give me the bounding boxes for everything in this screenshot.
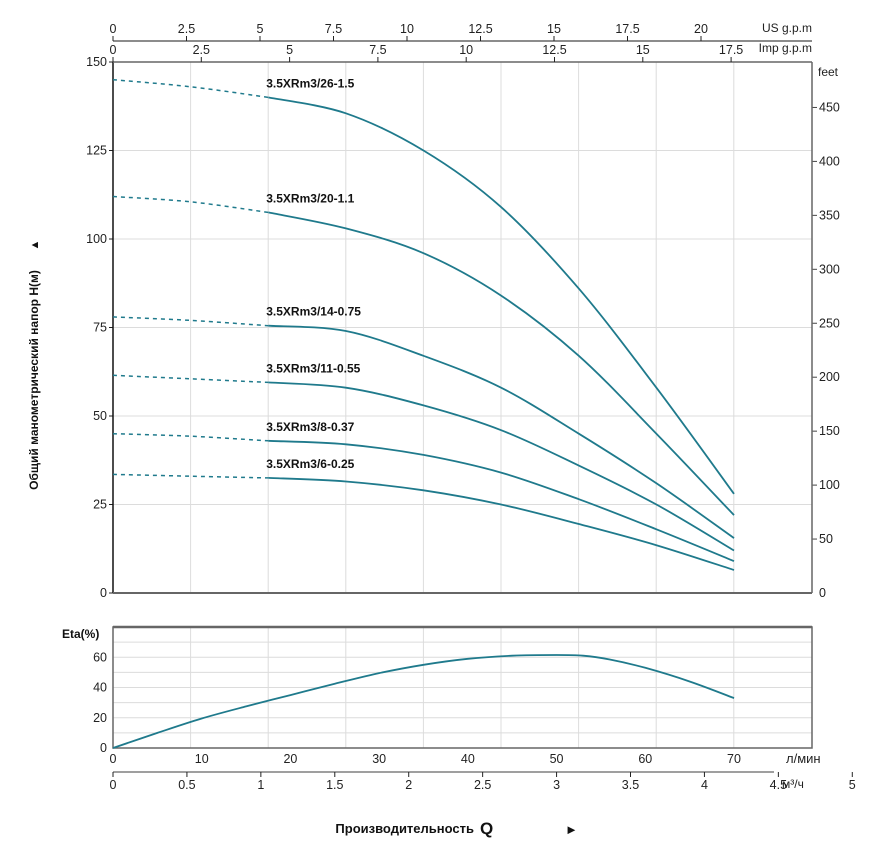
lmin-unit-label: л/мин — [786, 751, 821, 766]
m3h-tick-label: 4.5 — [770, 778, 787, 792]
feet-tick-label: 50 — [819, 532, 833, 546]
curve-dashed-segment — [112, 316, 269, 327]
curve-dashed-segment — [112, 195, 269, 214]
feet-label: feet — [818, 65, 839, 79]
curve-label: 3.5XRm3/11-0.55 — [266, 361, 360, 375]
lmin-tick-label: 50 — [550, 752, 564, 766]
lmin-tick-label: 60 — [638, 752, 652, 766]
us-gpm-tick-label: 7.5 — [325, 22, 342, 36]
feet-tick-label: 350 — [819, 208, 840, 222]
x-axis-q: Q — [480, 819, 493, 838]
m3h-tick-label: 2.5 — [474, 778, 491, 792]
feet-tick-label: 150 — [819, 424, 840, 438]
y-tick-label: 100 — [86, 232, 107, 246]
m3h-tick-label: 4 — [701, 778, 708, 792]
y-tick-label: 50 — [93, 409, 107, 423]
imp-gpm-tick-label: 17.5 — [719, 43, 743, 57]
us-gpm-tick-label: 15 — [547, 22, 561, 36]
curve-3-5xrm3-20-1-1 — [268, 211, 735, 516]
curve-dashed-segment — [112, 374, 269, 384]
curve-3-5xrm3-11-0-55 — [268, 381, 735, 552]
y-axis-arrow-icon: ▲ — [29, 240, 41, 251]
us-gpm-tick-label: 5 — [257, 22, 264, 36]
m3h-tick-label: 1.5 — [326, 778, 343, 792]
axis-labels: US g.p.m Imp g.p.m feet Eta(%) л/мин м³/… — [27, 21, 839, 838]
us-gpm-tick-label: 17.5 — [615, 22, 639, 36]
eta-tick-label: 40 — [93, 681, 107, 695]
m3h-tick-label: 0.5 — [178, 778, 195, 792]
lmin-tick-label: 30 — [372, 752, 386, 766]
curve-dashed-segment — [112, 473, 269, 479]
efficiency-chart: 0 20 40 60 0 10 20 30 40 50 60 70 0 0.5 1 1.5 2 2.5 3 3.5 4 4… — [93, 625, 856, 792]
us-gpm-tick-label: 0 — [110, 22, 117, 36]
us-gpm-label: US g.p.m — [762, 21, 812, 35]
y-tick-label: 75 — [93, 321, 107, 335]
lmin-tick-label: 0 — [110, 752, 117, 766]
y-tick-label: 150 — [86, 55, 107, 69]
m3h-tick-label: 1 — [257, 778, 264, 792]
m3h-tick-label: 5 — [849, 778, 856, 792]
m3h-unit-label: м³/ч — [782, 777, 804, 791]
curve-dashed-segment — [112, 78, 269, 99]
curve-label: 3.5XRm3/8-0.37 — [266, 420, 354, 434]
m3h-tick-label: 3 — [553, 778, 560, 792]
imp-gpm-tick-label: 10 — [459, 43, 473, 57]
m3h-tick-label: 3.5 — [622, 778, 639, 792]
imp-gpm-tick-label: 0 — [110, 43, 117, 57]
m3h-tick-label: 0 — [110, 778, 117, 792]
x-axis-arrow-icon: ► — [565, 822, 578, 837]
eta-tick-label: 0 — [100, 741, 107, 755]
curve-3-5xrm3-26-1-5 — [268, 96, 735, 495]
eta-tick-label: 20 — [93, 711, 107, 725]
feet-tick-label: 0 — [819, 586, 826, 600]
y-tick-label: 125 — [86, 144, 107, 158]
imp-gpm-tick-label: 2.5 — [193, 43, 210, 57]
y-axis-title-group: Общий манометрический напор Н(м) ▲ — [27, 240, 41, 490]
y-tick-label: 0 — [100, 586, 107, 600]
y-tick-label: 25 — [93, 498, 107, 512]
feet-tick-label: 400 — [819, 154, 840, 168]
imp-gpm-label: Imp g.p.m — [759, 41, 812, 55]
feet-tick-label: 300 — [819, 262, 840, 276]
curve-3-5xrm3-8-0-37 — [268, 439, 735, 562]
imp-gpm-tick-label: 5 — [286, 43, 293, 57]
eta-label: Eta(%) — [62, 627, 99, 641]
lmin-tick-label: 40 — [461, 752, 475, 766]
feet-tick-label: 100 — [819, 478, 840, 492]
lmin-tick-label: 10 — [195, 752, 209, 766]
us-gpm-tick-label: 20 — [694, 22, 708, 36]
eta-curve — [112, 654, 735, 749]
us-gpm-tick-label: 2.5 — [178, 22, 195, 36]
feet-tick-label: 450 — [819, 100, 840, 114]
y-axis-title: Общий манометрический напор Н(м) — [27, 270, 41, 490]
curve-label: 3.5XRm3/26-1.5 — [266, 76, 354, 90]
curve-label: 3.5XRm3/6-0.25 — [266, 457, 354, 471]
eta-tick-label: 60 — [93, 650, 107, 664]
feet-tick-label: 250 — [819, 316, 840, 330]
feet-tick-label: 200 — [819, 370, 840, 384]
imp-gpm-tick-label: 7.5 — [369, 43, 386, 57]
m3h-tick-label: 2 — [405, 778, 412, 792]
x-axis-title: Производительность — [335, 821, 474, 836]
lmin-tick-label: 70 — [727, 752, 741, 766]
curve-dashed-segment — [112, 432, 269, 442]
curve-3-5xrm3-14-0-75 — [268, 324, 735, 539]
imp-gpm-tick-label: 15 — [636, 43, 650, 57]
head-flow-chart: 0255075100125150050100150200250300350400… — [86, 22, 840, 600]
curve-3-5xrm3-6-0-25 — [268, 477, 735, 571]
curve-label: 3.5XRm3/14-0.75 — [266, 305, 361, 319]
us-gpm-tick-label: 10 — [400, 22, 414, 36]
imp-gpm-tick-label: 12.5 — [542, 43, 566, 57]
curve-label: 3.5XRm3/20-1.1 — [266, 191, 354, 205]
us-gpm-tick-label: 12.5 — [468, 22, 492, 36]
lmin-tick-label: 20 — [283, 752, 297, 766]
